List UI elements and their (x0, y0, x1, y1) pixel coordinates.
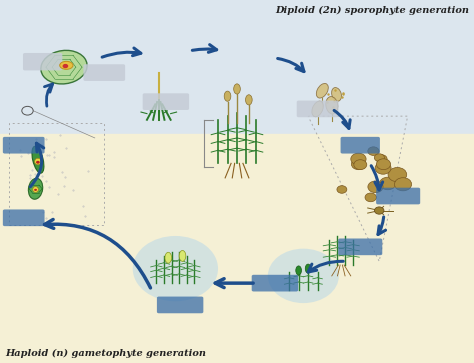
FancyBboxPatch shape (143, 93, 189, 110)
FancyBboxPatch shape (3, 137, 45, 154)
Ellipse shape (316, 83, 328, 98)
Ellipse shape (179, 250, 186, 261)
FancyBboxPatch shape (23, 53, 63, 70)
Circle shape (394, 178, 411, 191)
Circle shape (368, 181, 383, 193)
Bar (0, 0, 474, 134)
Ellipse shape (35, 158, 41, 165)
Bar (9, 123, 104, 225)
Circle shape (374, 154, 384, 162)
Ellipse shape (60, 61, 73, 69)
Ellipse shape (296, 266, 301, 275)
Circle shape (365, 193, 376, 202)
Ellipse shape (305, 264, 311, 273)
FancyBboxPatch shape (252, 275, 298, 291)
FancyBboxPatch shape (338, 238, 382, 255)
Ellipse shape (268, 249, 339, 303)
Circle shape (351, 153, 366, 165)
Text: Diploid (2n) sporophyte generation: Diploid (2n) sporophyte generation (275, 5, 469, 15)
Circle shape (354, 160, 367, 170)
Circle shape (388, 167, 407, 182)
Text: Haploid (n) gametophyte generation: Haploid (n) gametophyte generation (5, 348, 206, 358)
Bar (0, 134, 474, 363)
Ellipse shape (224, 91, 231, 101)
FancyBboxPatch shape (83, 64, 125, 81)
Circle shape (368, 147, 379, 155)
Circle shape (63, 64, 68, 68)
Ellipse shape (41, 50, 87, 84)
Circle shape (376, 159, 391, 170)
Circle shape (374, 207, 384, 214)
Circle shape (351, 159, 366, 170)
Ellipse shape (33, 187, 38, 192)
Ellipse shape (312, 101, 323, 117)
Circle shape (380, 177, 396, 190)
Ellipse shape (165, 252, 172, 263)
FancyBboxPatch shape (297, 101, 338, 117)
FancyBboxPatch shape (157, 297, 203, 313)
Ellipse shape (246, 95, 252, 105)
FancyBboxPatch shape (340, 137, 380, 154)
Circle shape (34, 189, 37, 191)
Circle shape (375, 162, 391, 174)
Ellipse shape (234, 84, 240, 94)
Circle shape (376, 155, 387, 163)
Ellipse shape (28, 178, 43, 199)
Ellipse shape (332, 87, 341, 101)
Circle shape (337, 186, 347, 193)
Circle shape (36, 161, 40, 164)
FancyBboxPatch shape (3, 209, 45, 226)
FancyBboxPatch shape (376, 188, 420, 204)
Ellipse shape (133, 236, 218, 301)
Ellipse shape (32, 146, 44, 173)
Ellipse shape (326, 97, 338, 114)
